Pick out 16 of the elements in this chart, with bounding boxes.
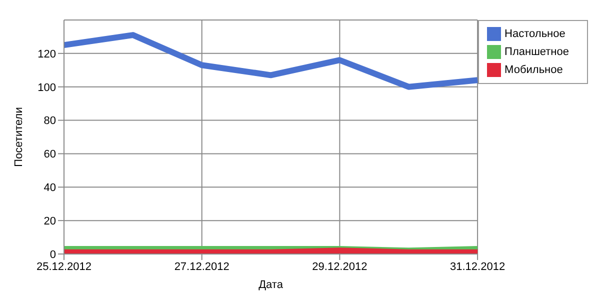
- x-tick-label: 27.12.2012: [174, 260, 230, 273]
- x-tick-label: 25.12.2012: [36, 260, 92, 273]
- x-axis-title: Дата: [258, 279, 284, 291]
- legend-label: Планшетное: [504, 46, 569, 58]
- y-tick-label: 20: [44, 215, 56, 228]
- y-tick-label: 120: [38, 48, 56, 60]
- y-axis-title: Посетители: [12, 107, 25, 167]
- legend-label: Настольное: [504, 28, 566, 40]
- y-tick-label: 60: [44, 148, 56, 161]
- x-tick-label: 29.12.2012: [312, 260, 368, 273]
- x-tick-label: 31.12.2012: [450, 260, 506, 273]
- y-tick-label: 80: [44, 115, 56, 128]
- y-tick-label: 100: [38, 82, 56, 94]
- y-tick-label: 40: [44, 182, 56, 194]
- legend-label: Мобильное: [504, 64, 563, 76]
- y-tick-label: 0: [50, 248, 56, 261]
